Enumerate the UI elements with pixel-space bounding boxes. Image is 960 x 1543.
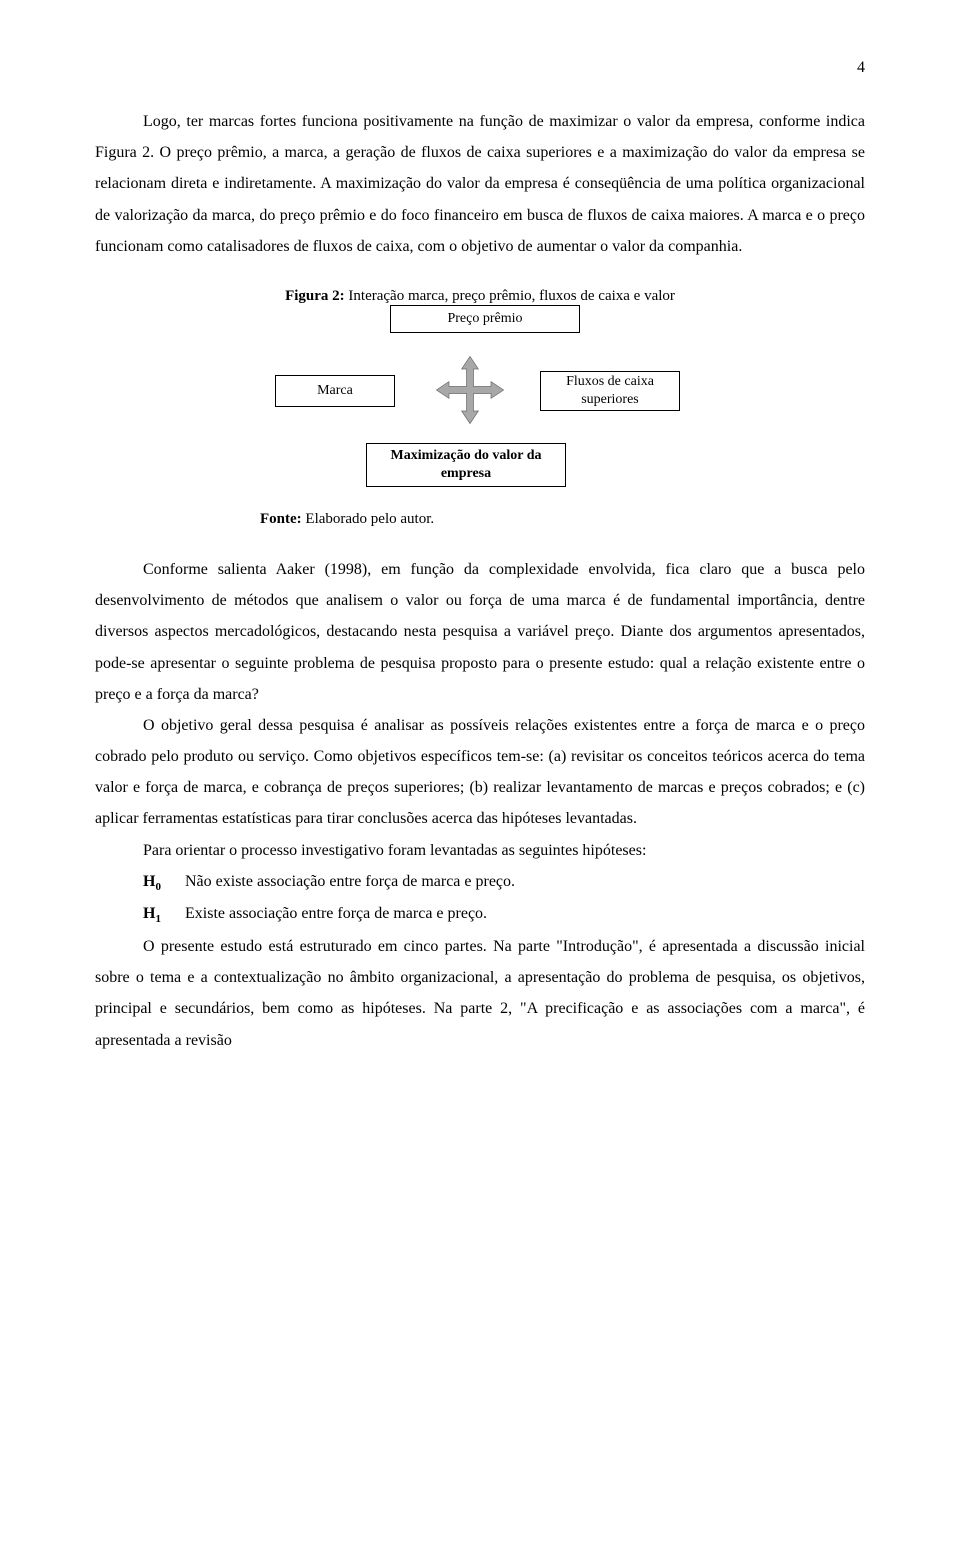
body-paragraph-1: Logo, ter marcas fortes funciona positiv… bbox=[95, 106, 865, 262]
body-paragraph-2: Conforme salienta Aaker (1998), em funçã… bbox=[95, 554, 865, 710]
hypothesis-h0: H0 Não existe associação entre força de … bbox=[143, 866, 865, 899]
figure-source-text: Elaborado pelo autor. bbox=[302, 511, 434, 527]
figure-source-label: Fonte: bbox=[260, 511, 302, 527]
diagram-box-left: Marca bbox=[275, 375, 395, 407]
body-paragraph-3: O objetivo geral dessa pesquisa é analis… bbox=[95, 710, 865, 835]
cross-arrow-icon bbox=[435, 355, 505, 425]
hypothesis-h0-text: Não existe associação entre força de mar… bbox=[185, 873, 515, 890]
figure-2: Figura 2: Interação marca, preço prêmio,… bbox=[95, 286, 865, 530]
body-paragraph-4: Para orientar o processo investigativo f… bbox=[95, 835, 865, 866]
hypothesis-h1: H1 Existe associação entre força de marc… bbox=[143, 898, 865, 931]
figure-source: Fonte: Elaborado pelo autor. bbox=[260, 509, 865, 530]
hypothesis-h1-text: Existe associação entre força de marca e… bbox=[185, 905, 487, 922]
hypothesis-h0-label: H0 bbox=[143, 866, 181, 899]
figure-diagram: Preço prêmio Marca Fluxos de caixa super… bbox=[95, 303, 865, 503]
diagram-box-bottom: Maximização do valor da empresa bbox=[366, 443, 566, 487]
figure-caption-text: Interação marca, preço prêmio, fluxos de… bbox=[345, 288, 675, 304]
figure-caption-label: Figura 2: bbox=[285, 288, 345, 304]
diagram-box-right: Fluxos de caixa superiores bbox=[540, 371, 680, 411]
cross-arrow-shape bbox=[436, 356, 503, 423]
page-number: 4 bbox=[95, 60, 865, 76]
hypothesis-h1-label: H1 bbox=[143, 898, 181, 931]
body-paragraph-5: O presente estudo está estruturado em ci… bbox=[95, 931, 865, 1056]
diagram-box-top: Preço prêmio bbox=[390, 305, 580, 333]
